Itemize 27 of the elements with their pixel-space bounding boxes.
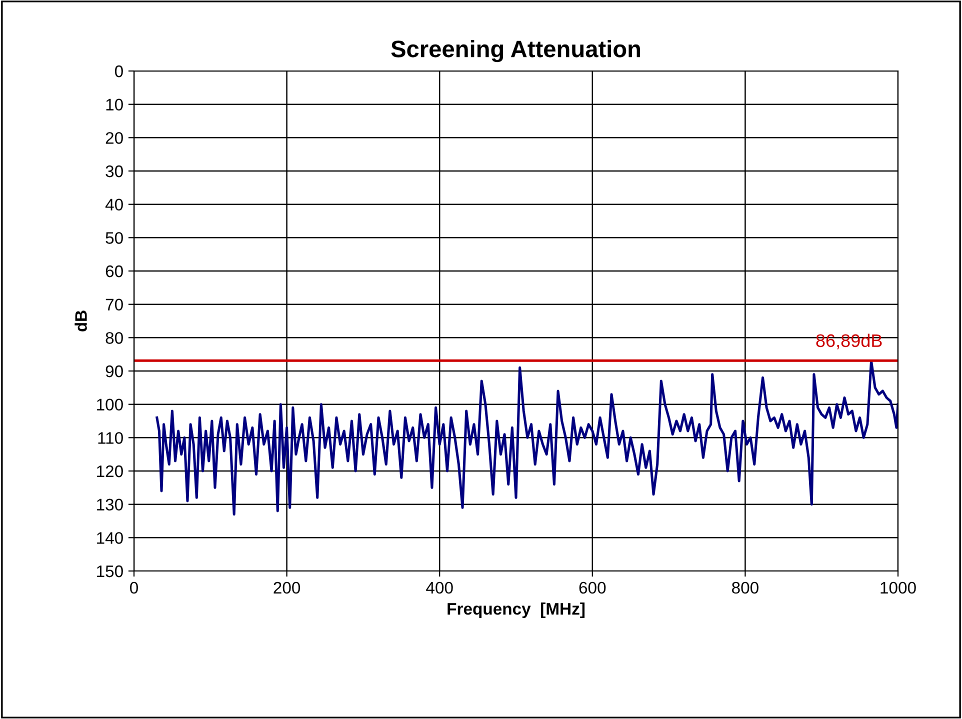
line-series — [156, 360, 898, 516]
y-tick-label: 70 — [106, 298, 123, 311]
y-tick-label: 150 — [97, 565, 123, 578]
y-tick-label: 110 — [98, 432, 123, 444]
y-axis-title: dB — [74, 310, 87, 332]
y-tick-label: 100 — [97, 398, 123, 411]
y-tick-label: 20 — [106, 132, 123, 144]
y-tick-label: 90 — [106, 365, 123, 378]
x-axis-title: Frequency [MHz] — [448, 602, 585, 618]
y-tick-label: 120 — [97, 465, 123, 478]
chart-title: Screening Attenuation — [391, 40, 640, 62]
x-tick-label: 0 — [130, 582, 138, 594]
y-tick-label: 0 — [114, 65, 123, 78]
y-tick-label: 50 — [106, 232, 123, 244]
ref-line-label: 86,89dB — [816, 334, 882, 350]
y-tick-label: 40 — [105, 198, 123, 211]
y-tick-label: 130 — [97, 498, 123, 511]
y-tick-label: 80 — [106, 332, 123, 344]
x-tick-label: 600 — [579, 582, 606, 594]
x-tick-label: 400 — [426, 582, 453, 594]
y-tick-label: 60 — [106, 265, 123, 278]
x-tick-label: 1000 — [880, 582, 916, 594]
x-tick-label: 800 — [732, 582, 758, 594]
y-tick-label: 30 — [106, 165, 123, 178]
y-tick-label: 140 — [97, 532, 123, 544]
y-tick-label: 10 — [106, 98, 123, 111]
x-tick-label: 200 — [274, 582, 300, 594]
